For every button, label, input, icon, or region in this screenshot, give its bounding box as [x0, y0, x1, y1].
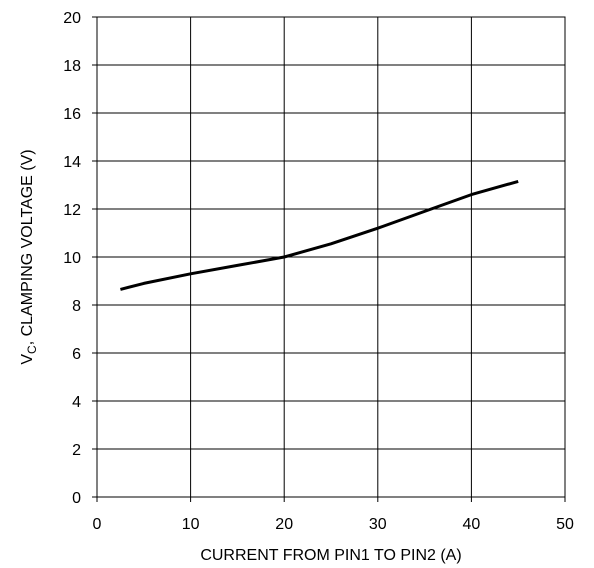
- y-tick-label: 6: [72, 346, 81, 363]
- y-axis-title: VC, CLAMPING VOLTAGE (V): [19, 149, 39, 364]
- y-tick-label: 12: [63, 202, 81, 219]
- y-axis-title-subscript: C: [25, 345, 39, 354]
- y-tick-label: 8: [72, 298, 81, 315]
- x-tick-label: 50: [556, 516, 574, 533]
- y-tick-label: 10: [63, 250, 81, 267]
- y-axis-title-suffix: , CLAMPING VOLTAGE (V): [19, 149, 36, 345]
- series-line-1: [120, 179, 519, 291]
- series-layer: [120, 179, 519, 291]
- x-axis-title: CURRENT FROM PIN1 TO PIN2 (A): [200, 547, 461, 564]
- axis-ticks: 0 10 20 30 40 50 0 2 4 6 8 10 12 14 16 18 20: [63, 10, 574, 533]
- y-tick-label: 2: [72, 442, 81, 459]
- grid: [97, 17, 565, 497]
- y-tick-label: 4: [72, 394, 81, 411]
- y-tick-label: 16: [63, 106, 81, 123]
- x-tick-label: 40: [463, 516, 481, 533]
- y-axis-title-prefix: V: [19, 354, 36, 365]
- y-tick-label: 0: [72, 490, 81, 507]
- x-tick-label: 20: [275, 516, 293, 533]
- y-tick-label: 18: [63, 58, 81, 75]
- x-tick-label: 0: [93, 516, 102, 533]
- y-tick-label: 14: [63, 154, 81, 171]
- x-tick-label: 10: [182, 516, 200, 533]
- y-tick-label: 20: [63, 10, 81, 27]
- x-tick-label: 30: [369, 516, 387, 533]
